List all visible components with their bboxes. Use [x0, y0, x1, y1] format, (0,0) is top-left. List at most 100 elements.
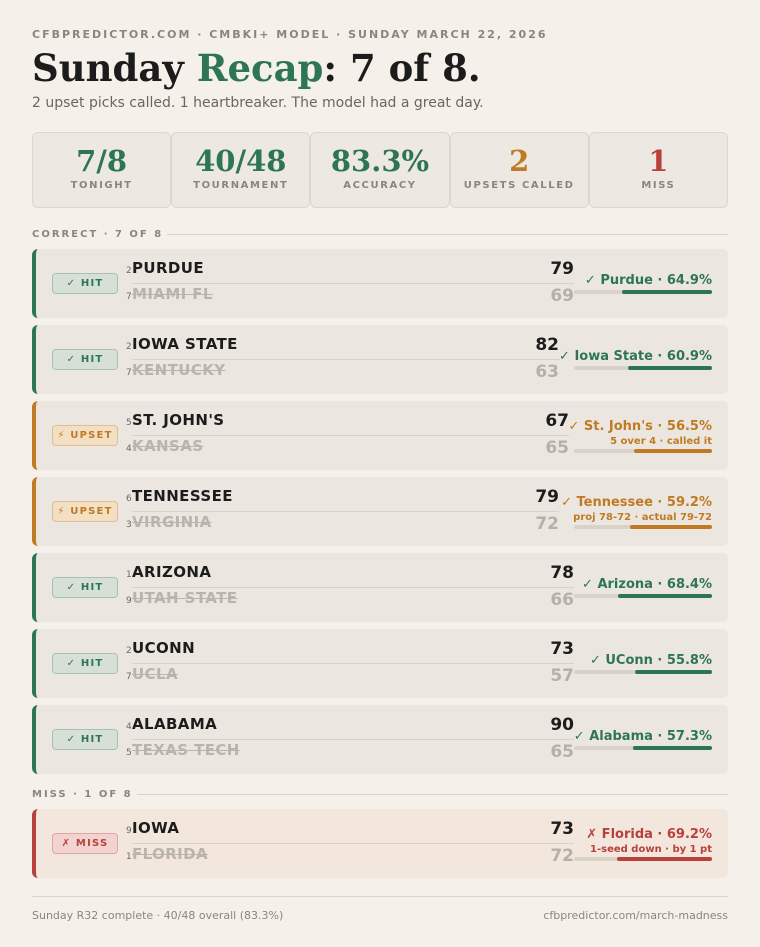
winner-score: 90	[550, 715, 574, 735]
loser-score: 63	[535, 362, 559, 382]
page-subtitle: 2 upset picks called. 1 heartbreaker. Th…	[32, 95, 484, 111]
loser-score: 65	[545, 438, 569, 458]
winner-team: 2 PURDUE	[126, 259, 204, 279]
row-divider	[132, 587, 574, 588]
loser-seed: 3	[126, 520, 132, 530]
miss-badge: ✗ MISS	[52, 833, 118, 854]
winner-team: 9 IOWA	[126, 819, 179, 839]
winner-name: UCONN	[132, 639, 196, 657]
row-divider	[132, 359, 560, 360]
hit-badge: ✓ HIT	[52, 729, 118, 750]
row-divider	[132, 843, 574, 844]
winner-seed: 2	[126, 646, 132, 656]
section-rule	[136, 793, 728, 795]
footer-link[interactable]: cfbpredictor.com/march-madness	[543, 909, 728, 922]
title-pre: Sunday	[32, 46, 197, 90]
loser-seed: 7	[126, 292, 132, 302]
loser-team: 4 KANSAS	[126, 437, 203, 457]
game-card: ✓ HIT 2 IOWA STATE 7 KENTUCKY 82 63 ✓ Iowa…	[32, 325, 728, 394]
confidence-bar	[574, 670, 712, 674]
stat-label: UPSETS CALLED	[463, 180, 575, 191]
loser-seed: 9	[126, 596, 132, 606]
section-header-miss: MISS · 1 OF 8	[32, 787, 728, 801]
pick-note: 1-seed down · by 1 pt	[590, 844, 712, 855]
winner-score: 79	[535, 487, 559, 507]
page-title: Sunday Recap: 7 of 8.	[32, 46, 481, 90]
confidence-bar	[574, 525, 712, 529]
confidence-fill	[622, 290, 712, 294]
loser-score: 57	[550, 666, 574, 686]
section-title: MISS · 1 OF 8	[32, 788, 133, 800]
loser-name: MIAMI FL	[132, 285, 213, 303]
game-card: ✓ HIT 1 ARIZONA 9 UTAH STATE 78 66 ✓ Arizo…	[32, 553, 728, 622]
game-card-upset: ⚡ UPSET 6 TENNESSEE 3 VIRGINIA 79 72 ✓ Ten…	[32, 477, 728, 546]
confidence-bar	[574, 449, 712, 453]
stat-tonight: 7/8 TONIGHT	[32, 132, 172, 208]
loser-name: UCLA	[132, 665, 178, 683]
hit-badge: ✓ HIT	[52, 577, 118, 598]
section-title: CORRECT · 7 OF 8	[32, 228, 164, 240]
hit-badge: ✓ HIT	[52, 273, 118, 294]
stat-miss: 1 MISS	[588, 132, 728, 208]
loser-team: 7 MIAMI FL	[126, 285, 213, 305]
winner-seed: 5	[126, 418, 132, 428]
winner-team: 5 ST. JOHN'S	[126, 411, 225, 431]
game-card: ✓ HIT 2 PURDUE 7 MIAMI FL 79 69 ✓ Purdue ·…	[32, 249, 728, 318]
header-eyebrow: CFBPREDICTOR.COM · CMBKI+ MODEL · SUNDAY…	[32, 28, 548, 41]
game-card: ✓ HIT 4 ALABAMA 5 TEXAS TECH 90 65 ✓ Alaba…	[32, 705, 728, 774]
model-pick: ✓ Tennessee · 59.2%	[561, 495, 712, 510]
winner-score: 73	[550, 819, 574, 839]
loser-team: 1 FLORIDA	[126, 845, 208, 865]
loser-score: 65	[550, 742, 574, 762]
game-card: ✓ HIT 2 UCONN 7 UCLA 73 57 ✓ UConn · 55.8%	[32, 629, 728, 698]
confidence-bar	[574, 746, 712, 750]
stat-value: 1	[648, 144, 669, 178]
stat-tournament: 40/48 TOURNAMENT	[171, 132, 311, 208]
stat-value: 7/8	[76, 144, 128, 178]
winner-team: 2 UCONN	[126, 639, 195, 659]
row-divider	[132, 739, 574, 740]
loser-team: 3 VIRGINIA	[126, 513, 212, 533]
row-divider	[132, 283, 574, 284]
loser-seed: 7	[126, 672, 132, 682]
footer-summary: Sunday R32 complete · 40/48 overall (83.…	[32, 909, 284, 922]
confidence-fill	[634, 449, 712, 453]
row-divider	[132, 511, 559, 512]
winner-seed: 4	[126, 722, 132, 732]
confidence-fill	[635, 670, 712, 674]
stat-value: 83.3%	[330, 144, 430, 178]
row-divider	[132, 663, 574, 664]
loser-team: 7 UCLA	[126, 665, 178, 685]
winner-name: ALABAMA	[132, 715, 218, 733]
winner-score: 67	[545, 411, 569, 431]
winner-name: TENNESSEE	[132, 487, 233, 505]
model-pick: ✓ Iowa State · 60.9%	[559, 349, 712, 364]
winner-name: ARIZONA	[132, 563, 212, 581]
section-header-correct: CORRECT · 7 OF 8	[32, 227, 728, 241]
winner-seed: 2	[126, 266, 132, 276]
loser-name: FLORIDA	[132, 845, 209, 863]
model-pick: ✓ Alabama · 57.3%	[573, 729, 712, 744]
title-post: : 7 of 8.	[323, 46, 481, 90]
hit-badge: ✓ HIT	[52, 653, 118, 674]
model-pick: ✓ St. John's · 56.5%	[568, 419, 712, 434]
confidence-fill	[616, 857, 712, 861]
loser-team: 9 UTAH STATE	[126, 589, 237, 609]
loser-score: 69	[550, 286, 574, 306]
winner-score: 79	[550, 259, 574, 279]
loser-name: VIRGINIA	[132, 513, 212, 531]
loser-name: KENTUCKY	[132, 361, 226, 379]
winner-seed: 6	[126, 494, 132, 504]
section-rule	[167, 233, 728, 235]
upset-badge: ⚡ UPSET	[52, 425, 118, 446]
confidence-fill	[627, 366, 712, 370]
loser-seed: 4	[126, 444, 132, 454]
winner-name: IOWA STATE	[132, 335, 238, 353]
stat-label: MISS	[641, 180, 676, 191]
confidence-bar	[574, 290, 712, 294]
loser-score: 66	[550, 590, 574, 610]
loser-team: 5 TEXAS TECH	[126, 741, 240, 761]
stat-accuracy: 83.3% ACCURACY	[310, 132, 450, 208]
loser-seed: 5	[126, 748, 132, 758]
winner-score: 82	[535, 335, 559, 355]
